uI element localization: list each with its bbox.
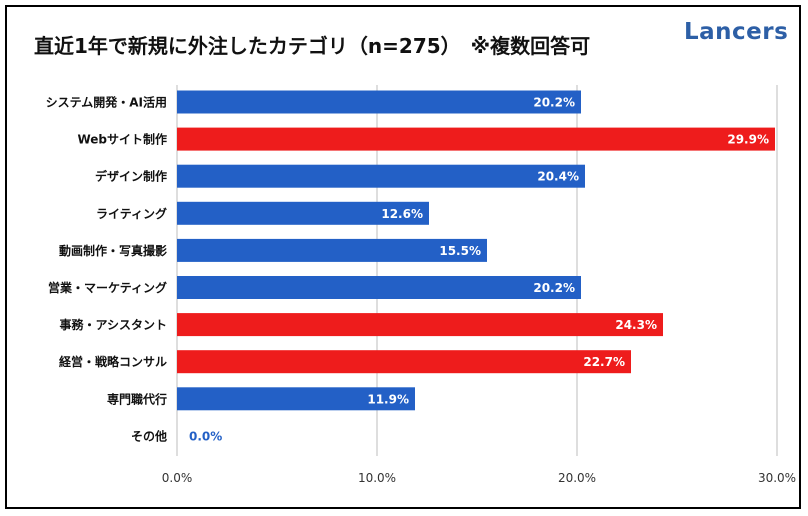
data-label: 20.2% — [533, 96, 575, 110]
bar — [177, 201, 429, 225]
data-label: 29.9% — [727, 133, 769, 147]
bar — [177, 164, 585, 188]
bar — [177, 127, 775, 151]
category-label: 経営・戦略コンサル — [59, 354, 167, 369]
bar — [177, 276, 581, 299]
data-label: 22.7% — [583, 355, 625, 369]
data-label: 15.5% — [439, 244, 481, 258]
data-label: 20.2% — [533, 281, 575, 295]
chart-title: 直近1年で新規に外注したカテゴリ（n=275） ※複数回答可 — [34, 34, 591, 58]
data-label: 11.9% — [367, 392, 409, 406]
bar — [177, 313, 663, 337]
category-label: 営業・マーケティング — [48, 280, 167, 295]
data-label: 24.3% — [615, 318, 657, 332]
bar — [177, 90, 581, 114]
category-label: デザイン制作 — [95, 169, 167, 184]
category-label: 動画制作・写真撮影 — [59, 243, 167, 258]
x-tick-label: 30.0% — [758, 471, 796, 485]
category-label: その他 — [131, 428, 167, 443]
category-label: Webサイト制作 — [77, 132, 167, 147]
category-label: システム開発・AI活用 — [46, 95, 167, 110]
bar — [177, 350, 631, 374]
data-label: 20.4% — [537, 170, 579, 184]
bar — [177, 387, 415, 411]
x-tick-label: 0.0% — [162, 471, 193, 485]
x-tick-label: 20.0% — [558, 471, 596, 485]
category-label: 専門職代行 — [107, 391, 167, 406]
x-tick-label: 10.0% — [358, 471, 396, 485]
bar — [177, 238, 487, 262]
data-label: 12.6% — [381, 207, 423, 221]
data-label: 0.0% — [189, 429, 222, 443]
category-label: ライティング — [96, 206, 167, 221]
lancers-logo: Lancers — [684, 19, 789, 45]
category-label: 事務・アシスタント — [59, 317, 167, 332]
